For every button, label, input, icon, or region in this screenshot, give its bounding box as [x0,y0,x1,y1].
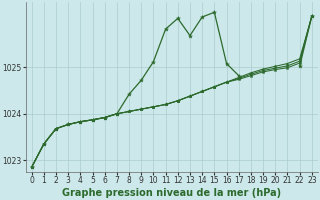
X-axis label: Graphe pression niveau de la mer (hPa): Graphe pression niveau de la mer (hPa) [62,188,281,198]
